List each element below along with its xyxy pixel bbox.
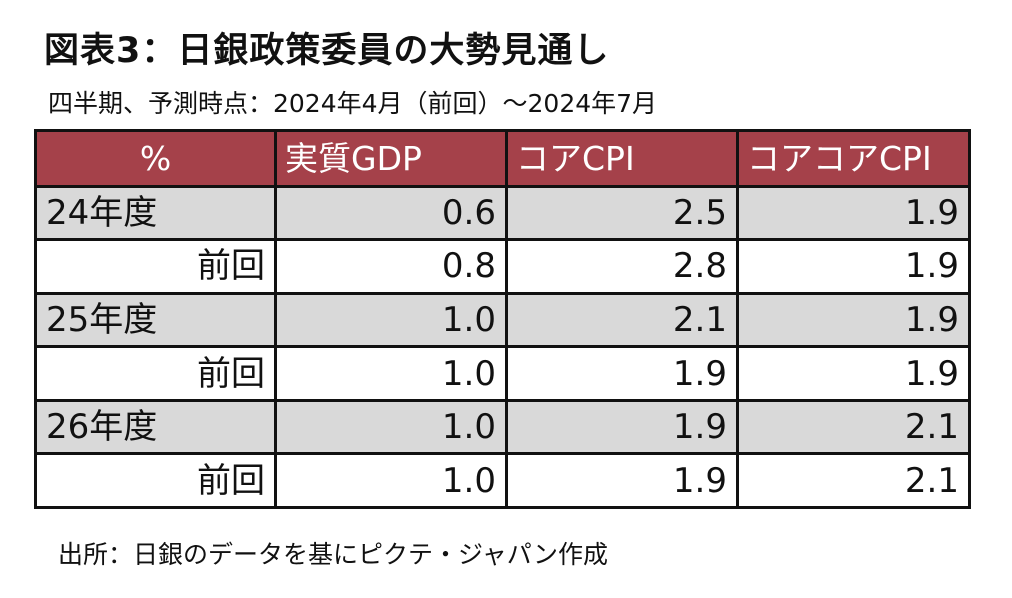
header-cell-core-cpi: コアCPI [505, 129, 739, 188]
source-note: 出所：日銀のデータを基にピクテ・ジャパン作成 [58, 540, 609, 569]
header-cell-core-core-cpi: コアコアCPI [736, 129, 971, 188]
core-core-cpi-value: 2.1 [736, 452, 971, 509]
real-gdp-value: 1.0 [274, 452, 508, 509]
row-label: 前回 [34, 238, 277, 295]
real-gdp-value: 1.0 [274, 345, 508, 402]
core-cpi-value: 2.5 [505, 184, 739, 242]
table-row: 25年度 1.0 2.1 1.9 [34, 291, 971, 349]
core-core-cpi-value: 1.9 [736, 184, 971, 242]
core-core-cpi-value: 1.9 [736, 238, 971, 295]
row-label: 26年度 [34, 398, 277, 456]
real-gdp-value: 1.0 [274, 398, 508, 456]
row-label: 前回 [34, 345, 277, 402]
row-label: 24年度 [34, 184, 277, 242]
table-header-row: % 実質GDP コアCPI コアコアCPI [34, 129, 971, 188]
table-row: 前回 1.0 1.9 2.1 [34, 452, 971, 509]
real-gdp-value: 0.8 [274, 238, 508, 295]
table-row: 26年度 1.0 1.9 2.1 [34, 398, 971, 456]
core-cpi-value: 2.1 [505, 291, 739, 349]
core-core-cpi-value: 1.9 [736, 291, 971, 349]
page-title: 図表3：日銀政策委員の大勢見通し [44, 31, 610, 71]
core-cpi-value: 1.9 [505, 345, 739, 402]
real-gdp-value: 0.6 [274, 184, 508, 242]
header-cell-real-gdp: 実質GDP [274, 129, 508, 188]
table-row: 24年度 0.6 2.5 1.9 [34, 184, 971, 242]
core-core-cpi-value: 2.1 [736, 398, 971, 456]
row-label: 25年度 [34, 291, 277, 349]
row-label: 前回 [34, 452, 277, 509]
header-cell-unit: % [34, 129, 277, 188]
core-core-cpi-value: 1.9 [736, 345, 971, 402]
table-row: 前回 0.8 2.8 1.9 [34, 238, 971, 295]
page-subtitle: 四半期、予測時点：2024年4月（前回）～2024年7月 [48, 89, 658, 118]
core-cpi-value: 1.9 [505, 452, 739, 509]
forecast-table: % 実質GDP コアCPI コアコアCPI 24年度 0.6 2.5 1.9 前… [34, 129, 971, 509]
real-gdp-value: 1.0 [274, 291, 508, 349]
core-cpi-value: 2.8 [505, 238, 739, 295]
table-row: 前回 1.0 1.9 1.9 [34, 345, 971, 402]
core-cpi-value: 1.9 [505, 398, 739, 456]
